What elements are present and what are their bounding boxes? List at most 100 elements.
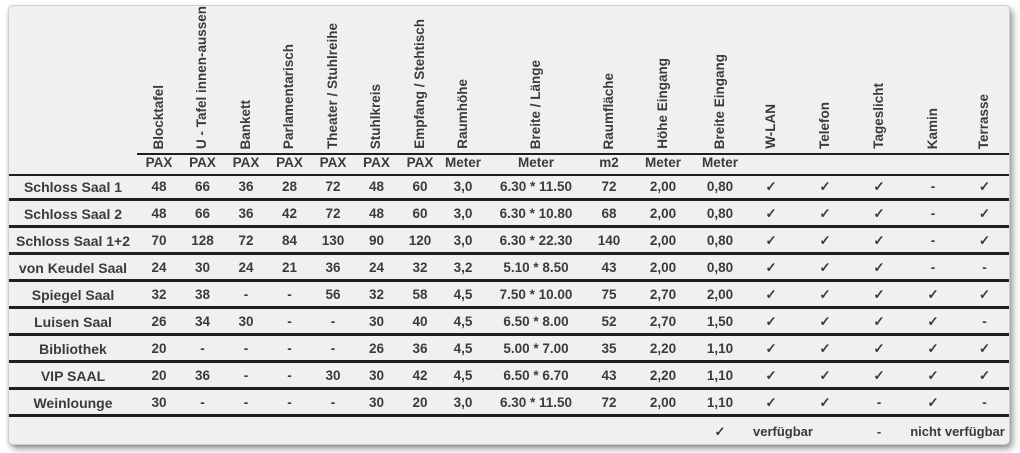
column-header-telefon: Telefon: [798, 6, 852, 156]
column-header-label: Kamin: [924, 107, 940, 150]
value-cell: 32: [412, 260, 428, 275]
value-cell: ✓: [765, 395, 777, 410]
legend-available-label: verfügbar: [753, 424, 813, 439]
value-cell: 30: [325, 368, 341, 383]
value-cell: -: [930, 260, 936, 275]
table-row: Spiegel Saal 32 38 - - 56 32 58 4,5 7.50 * 10.00…: [9, 284, 1009, 309]
value-cell: -: [330, 314, 336, 329]
value-cell: 2,70: [649, 287, 677, 302]
unit-cell: PAX: [406, 155, 434, 170]
value-cell: ✓: [819, 341, 831, 356]
column-header-label: Blocktafel: [150, 84, 166, 150]
value-cell: ✓: [927, 368, 939, 383]
value-cell: 72: [601, 395, 617, 410]
legend-unavailable-label: nicht verfügbar: [910, 424, 1005, 439]
column-header-terrasse: Terrasse: [960, 6, 1009, 156]
value-cell: 30: [151, 395, 167, 410]
value-cell: 6.50 * 6.70: [503, 368, 569, 383]
value-cell: 1,10: [706, 368, 734, 383]
value-cell: ✓: [765, 206, 777, 221]
column-header-label: Breite / Länge: [527, 59, 543, 150]
value-cell: ✓: [978, 233, 991, 248]
column-header-bankett: Bankett: [224, 6, 268, 156]
value-cell: 38: [194, 287, 211, 302]
column-header-label: Stuhlkreis: [368, 83, 384, 150]
column-header-breite-eingang: Breite Eingang: [696, 6, 744, 156]
unit-cell: [960, 152, 1009, 174]
value-cell: -: [287, 341, 292, 356]
value-cell: ✓: [765, 287, 777, 302]
column-header-label: Raumfläche: [600, 72, 616, 150]
value-cell: 0,80: [706, 206, 734, 221]
value-cell: ✓: [819, 179, 831, 194]
value-cell: ✓: [819, 233, 831, 248]
table-row: Luisen Saal 26 34 30 - - 30 40 4,5 6.50 * 8.00 52…: [9, 311, 1009, 336]
value-cell: 48: [151, 206, 167, 221]
value-cell: ✓: [765, 314, 777, 329]
value-cell: ✓: [873, 206, 885, 221]
column-header-label: Parlamentarisch: [281, 43, 297, 150]
units-row: PAX PAX PAX PAX PAX PAX PAX Meter Meter …: [9, 152, 1009, 176]
value-cell: ✓: [819, 260, 831, 275]
header-row: Blocktafel U - Tafel innen-aussen Banket…: [9, 6, 1009, 156]
value-cell: -: [243, 368, 249, 383]
value-cell: ✓: [765, 260, 777, 275]
table-row: Schloss Saal 1+2 70 128 72 84 130 90 120 3,0 6.3…: [9, 230, 1009, 255]
table-row: Weinlounge 30 - - - - 30 20 3,0 6.30 * 11.50 72 2,…: [9, 392, 1009, 417]
value-cell: 3,0: [453, 206, 473, 221]
value-cell: ✓: [927, 395, 939, 410]
column-header-label: W-LAN: [762, 104, 778, 150]
unit-cell: Meter: [517, 155, 554, 170]
column-header-u-tafel: U - Tafel innen-aussen: [181, 6, 224, 156]
value-cell: 32: [151, 287, 167, 302]
column-header-wlan: W-LAN: [744, 6, 798, 156]
value-cell: 2,00: [649, 260, 677, 275]
value-cell: 1,50: [706, 314, 734, 329]
value-cell: 2,20: [649, 368, 677, 383]
value-cell: 24: [238, 260, 254, 275]
value-cell: 3,0: [453, 395, 473, 410]
value-cell: 4,5: [453, 341, 473, 356]
value-cell: -: [287, 368, 292, 383]
value-cell: 75: [601, 287, 617, 302]
value-cell: -: [982, 395, 987, 410]
value-cell: 2,00: [649, 206, 677, 221]
value-cell: -: [930, 233, 936, 248]
value-cell: 2,00: [649, 179, 677, 194]
value-cell: 72: [325, 206, 341, 221]
value-cell: 52: [601, 314, 617, 329]
value-cell: 6.50 * 8.00: [503, 314, 569, 329]
value-cell: 84: [281, 233, 298, 248]
value-cell: -: [876, 395, 882, 410]
value-cell: 2,00: [649, 233, 677, 248]
value-cell: 42: [412, 368, 428, 383]
column-header-stuhlkreis: Stuhlkreis: [355, 6, 398, 156]
value-cell: 4,5: [453, 287, 473, 302]
value-cell: ✓: [765, 233, 777, 248]
value-cell: 56: [325, 287, 341, 302]
value-cell: 35: [601, 341, 617, 356]
room-name: Luisen Saal: [34, 314, 112, 330]
column-header-label: Theater / Stuhlreihe: [324, 23, 340, 150]
unit-cell: PAX: [319, 155, 347, 170]
value-cell: -: [287, 395, 292, 410]
unit-cell: [744, 152, 798, 174]
value-cell: 26: [368, 341, 385, 356]
unit-cell: PAX: [189, 155, 216, 170]
value-cell: ✓: [927, 341, 939, 356]
value-cell: -: [330, 395, 336, 410]
unit-cell: Meter: [644, 155, 681, 170]
value-cell: 20: [412, 395, 428, 410]
unit-cell: Meter: [701, 155, 738, 170]
value-cell: 30: [368, 314, 385, 329]
value-cell: 28: [281, 179, 298, 194]
value-cell: ✓: [765, 179, 777, 194]
unit-cell: PAX: [145, 155, 173, 170]
column-header-raumhoehe: Raumhöhe: [442, 6, 484, 156]
value-cell: 20: [151, 341, 167, 356]
value-cell: ✓: [819, 287, 831, 302]
unit-cell: PAX: [363, 155, 390, 170]
value-cell: -: [243, 341, 249, 356]
value-cell: -: [930, 206, 936, 221]
